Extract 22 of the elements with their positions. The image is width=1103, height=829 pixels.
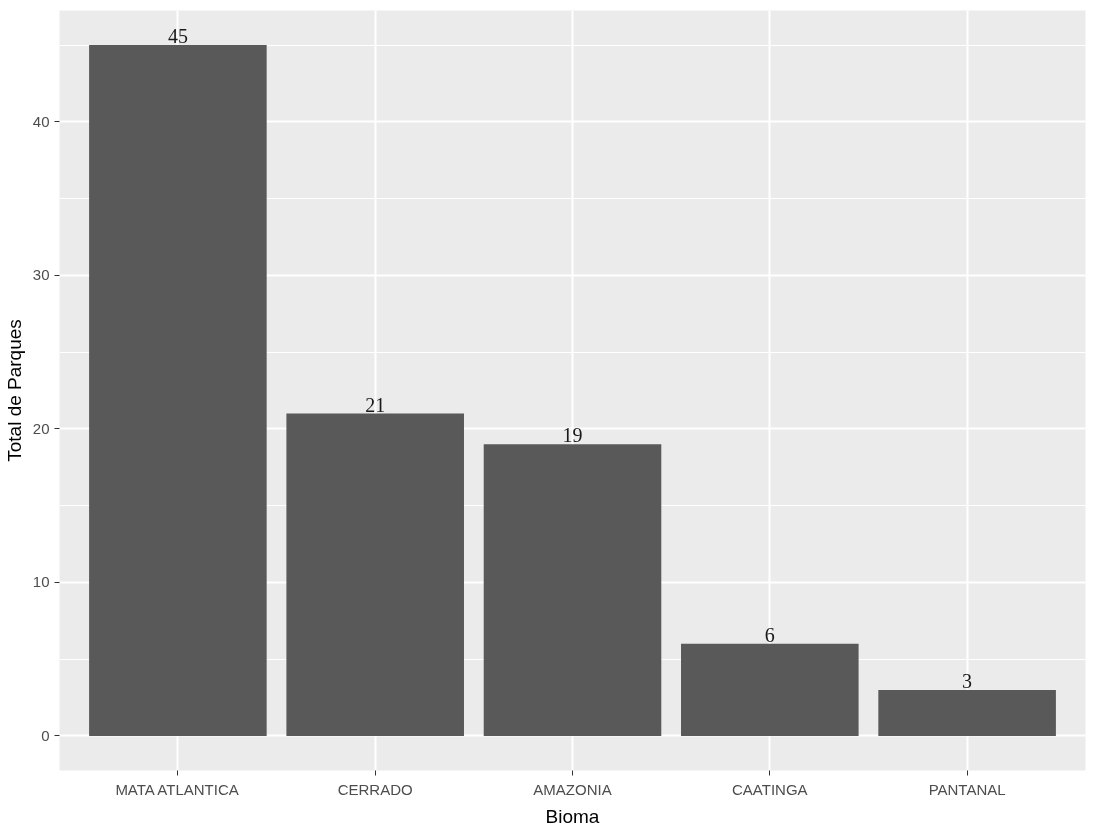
bar xyxy=(483,444,662,736)
x-tick-label: MATA ATLANTICA xyxy=(115,780,239,798)
bar xyxy=(286,413,464,736)
x-axis-title: Bioma xyxy=(545,805,600,827)
data-label: 3 xyxy=(962,669,973,692)
x-tick-label: AMAZONIA xyxy=(533,780,612,798)
bar xyxy=(89,45,267,736)
data-label: 6 xyxy=(764,623,775,646)
bar xyxy=(878,689,1056,736)
data-label: 19 xyxy=(562,424,583,447)
x-tick-label: CAATINGA xyxy=(732,780,808,798)
y-tick-label: 40 xyxy=(32,112,50,130)
y-tick-label: 20 xyxy=(32,419,50,437)
y-tick-label: 30 xyxy=(32,266,50,284)
data-label: 21 xyxy=(365,393,386,416)
data-label: 45 xyxy=(167,25,188,48)
y-tick-label: 0 xyxy=(41,726,50,744)
x-tick-label: PANTANAL xyxy=(928,780,1006,798)
bar xyxy=(681,643,859,736)
y-tick-label: 10 xyxy=(32,573,50,591)
y-axis-title: Total de Parques xyxy=(3,319,25,462)
x-tick-label: CERRADO xyxy=(337,780,413,798)
